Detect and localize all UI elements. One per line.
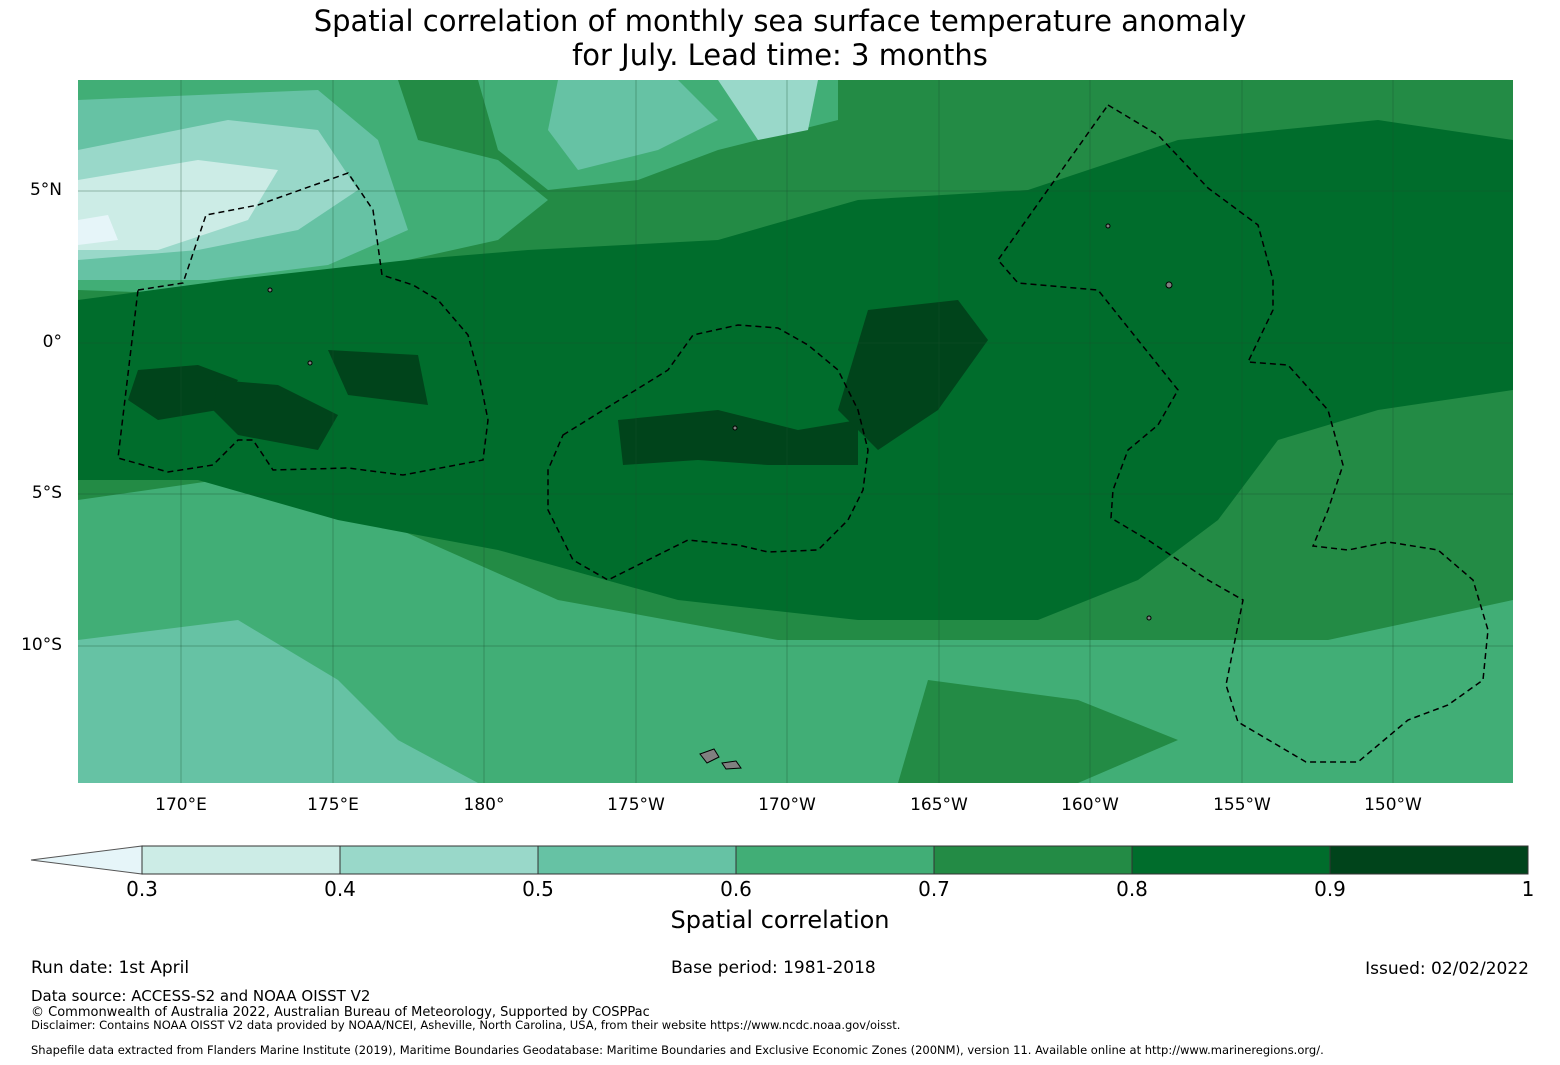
map-canvas	[78, 80, 1513, 783]
correlation-map	[78, 80, 1513, 783]
cb-tick-7: 1	[1521, 877, 1535, 901]
island-atoll-f	[1146, 615, 1152, 621]
eez-boundaries	[117, 103, 1489, 763]
colorbar-extension	[30, 845, 143, 875]
lon-label-175w: 175°W	[607, 795, 665, 815]
base-period: Base period: 1981-2018	[671, 958, 876, 978]
colorbar	[30, 845, 1529, 875]
island-atoll-c	[307, 360, 313, 366]
cb-tick-1: 0.4	[324, 877, 356, 901]
colorbar-segment-4	[933, 845, 1133, 875]
cb-tick-6: 0.9	[1314, 877, 1346, 901]
field-0.8-0.9-band	[78, 120, 1513, 620]
field-0.9-1-b	[213, 380, 338, 450]
field-0.7-0.8-s	[898, 680, 1178, 783]
lon-label-170w: 170°W	[758, 795, 816, 815]
lon-label-180: 180°	[463, 795, 505, 815]
field-0.5-0.6-sw	[78, 620, 478, 783]
lat-label-0: 0°	[42, 332, 62, 352]
lat-label-10s: 10°S	[21, 635, 62, 655]
island-samoa-west	[699, 748, 720, 764]
island-atoll-b	[1105, 223, 1111, 229]
colorbar-segments	[141, 845, 1529, 875]
colorbar-segment-5	[1131, 845, 1331, 875]
colorbar-segment-0	[141, 845, 341, 875]
eez-boundary-central	[547, 324, 869, 581]
island-atoll-e	[732, 425, 738, 431]
field-0.5-0.6-n	[548, 80, 718, 170]
title-line-2: for July. Lead time: 3 months	[572, 38, 988, 72]
field-0.6-0.7-s	[78, 480, 1513, 783]
run-date: Run date: 1st April	[31, 958, 190, 978]
lon-label-165w: 165°W	[910, 795, 968, 815]
issued-date: Issued: 02/02/2022	[1365, 959, 1529, 979]
map-title: Spatial correlation of monthly sea surfa…	[0, 4, 1560, 72]
shapefile-credit: Shapefile data extracted from Flanders M…	[31, 1043, 1324, 1057]
cb-tick-2: 0.5	[522, 877, 554, 901]
field-0.9-1-d	[618, 410, 858, 465]
field-0.4-0.5-n	[718, 80, 818, 140]
lat-label-5n: 5°N	[29, 180, 62, 200]
cb-tick-4: 0.7	[918, 877, 950, 901]
land	[267, 223, 1173, 770]
colorbar-frame	[141, 845, 1529, 875]
field-0.3-0.4-nw	[78, 160, 278, 250]
field-0.9-1-e	[838, 300, 988, 450]
island-atoll-d	[267, 287, 273, 293]
cb-tick-5: 0.8	[1116, 877, 1148, 901]
colorbar-segment-2	[537, 845, 737, 875]
lon-label-175e: 175°E	[307, 795, 359, 815]
lon-label-155w: 155°W	[1213, 795, 1271, 815]
cb-tick-3: 0.6	[720, 877, 752, 901]
graticule	[78, 80, 1513, 783]
eez-boundary-east	[997, 103, 1489, 763]
colorbar-label: Spatial correlation	[670, 906, 890, 934]
colorbar-segment-6	[1329, 845, 1529, 875]
copyright: © Commonwealth of Australia 2022, Austra…	[31, 1005, 650, 1020]
eez-boundary-west	[117, 172, 489, 476]
lon-label-160w: 160°W	[1061, 795, 1119, 815]
lat-label-5s: 5°S	[31, 483, 62, 503]
data-source: Data source: ACCESS-S2 and NOAA OISST V2	[31, 987, 371, 1005]
disclaimer: Disclaimer: Contains NOAA OISST V2 data …	[31, 1018, 901, 1032]
cb-tick-0: 0.3	[126, 877, 158, 901]
colorbar-segment-1	[339, 845, 539, 875]
island-samoa-east	[721, 760, 742, 770]
field-0.9-1-a	[128, 365, 238, 420]
field-0.9-1-c	[328, 350, 428, 405]
field-below-0.3	[78, 215, 118, 245]
island-atoll-a	[1165, 281, 1173, 289]
lon-label-150w: 150°W	[1364, 795, 1422, 815]
title-line-1: Spatial correlation of monthly sea surfa…	[313, 4, 1247, 38]
colorbar-segment-3	[735, 845, 935, 875]
lon-label-170e: 170°E	[155, 795, 207, 815]
